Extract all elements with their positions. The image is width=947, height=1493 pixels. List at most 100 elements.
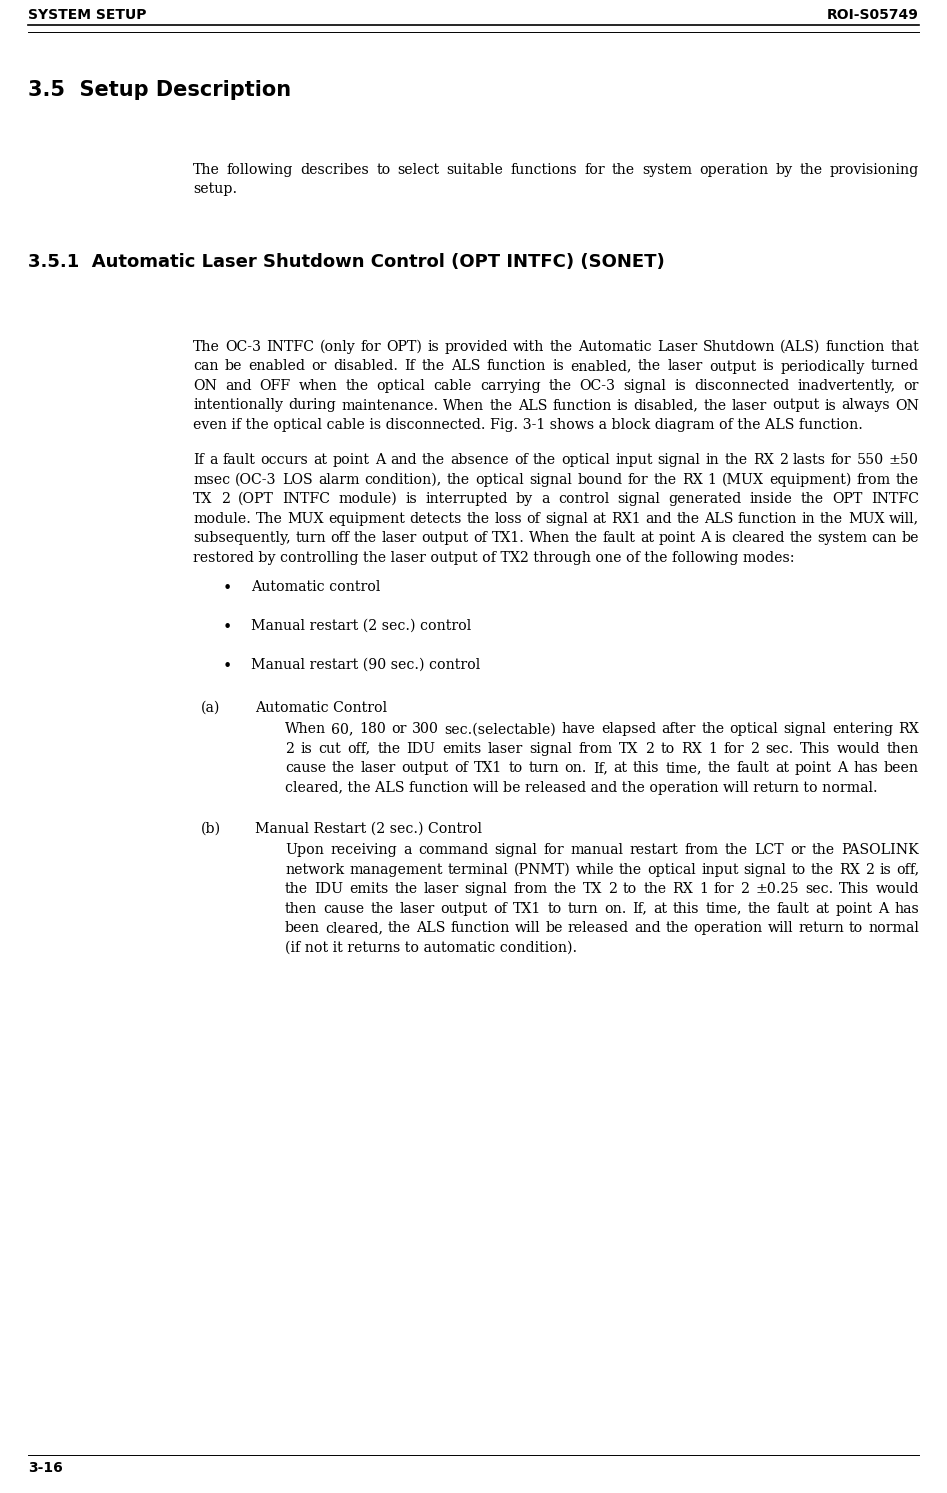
Text: ON: ON: [895, 399, 919, 412]
Text: cause: cause: [285, 761, 326, 775]
Text: A: A: [878, 902, 888, 915]
Text: •: •: [223, 620, 232, 636]
Text: for: for: [831, 452, 851, 467]
Text: point: point: [835, 902, 872, 915]
Text: elapsed: elapsed: [601, 723, 656, 736]
Text: optical: optical: [475, 473, 524, 487]
Text: module): module): [338, 493, 397, 506]
Text: of: of: [455, 761, 469, 775]
Text: 3.5.1  Automatic Laser Shutdown Control (OPT INTFC) (SONET): 3.5.1 Automatic Laser Shutdown Control (…: [28, 252, 665, 272]
Text: a: a: [542, 493, 549, 506]
Text: optical: optical: [562, 452, 610, 467]
Text: signal: signal: [657, 452, 701, 467]
Text: The: The: [193, 340, 220, 354]
Text: RX: RX: [681, 742, 702, 755]
Text: RX: RX: [839, 863, 860, 876]
Text: 2: 2: [645, 742, 653, 755]
Text: this: this: [672, 902, 699, 915]
Text: the: the: [331, 761, 355, 775]
Text: PASOLINK: PASOLINK: [841, 844, 919, 857]
Text: ±0.25: ±0.25: [756, 882, 799, 896]
Text: of: of: [514, 452, 527, 467]
Text: disabled.: disabled.: [333, 360, 399, 373]
Text: A: A: [700, 532, 710, 545]
Text: inadvertently,: inadvertently,: [797, 379, 896, 393]
Text: msec: msec: [193, 473, 230, 487]
Text: 2: 2: [750, 742, 759, 755]
Text: the: the: [676, 512, 700, 526]
Text: When: When: [443, 399, 484, 412]
Text: the: the: [643, 882, 667, 896]
Text: laser: laser: [382, 532, 417, 545]
Text: OPT: OPT: [832, 493, 863, 506]
Text: a: a: [209, 452, 218, 467]
Text: (a): (a): [201, 700, 221, 715]
Text: the: the: [554, 882, 577, 896]
Text: 1: 1: [699, 882, 708, 896]
Text: RX: RX: [753, 452, 774, 467]
Text: output: output: [421, 532, 469, 545]
Text: TX1: TX1: [513, 902, 542, 915]
Text: cable: cable: [434, 379, 472, 393]
Text: at: at: [652, 902, 667, 915]
Text: in: in: [802, 512, 815, 526]
Text: return: return: [798, 921, 844, 935]
Text: emits: emits: [349, 882, 388, 896]
Text: the: the: [666, 921, 688, 935]
Text: OPT): OPT): [386, 340, 422, 354]
Text: to: to: [623, 882, 637, 896]
Text: to: to: [849, 921, 863, 935]
Text: Manual restart (90 sec.) control: Manual restart (90 sec.) control: [251, 658, 480, 672]
Text: detects: detects: [409, 512, 462, 526]
Text: If: If: [193, 452, 204, 467]
Text: optical: optical: [729, 723, 778, 736]
Text: for: for: [628, 473, 649, 487]
Text: after: after: [661, 723, 696, 736]
Text: OC-3: OC-3: [225, 340, 261, 354]
Text: output: output: [402, 761, 449, 775]
Text: turn: turn: [567, 902, 599, 915]
Text: signal: signal: [529, 742, 572, 755]
Text: (b): (b): [201, 821, 222, 836]
Text: cleared: cleared: [731, 532, 785, 545]
Text: terminal: terminal: [448, 863, 509, 876]
Text: will: will: [515, 921, 541, 935]
Text: the: the: [421, 452, 445, 467]
Text: 3-16: 3-16: [28, 1462, 63, 1475]
Text: The: The: [193, 163, 220, 178]
Text: signal: signal: [545, 512, 588, 526]
Text: the: the: [812, 844, 835, 857]
Text: restart: restart: [630, 844, 678, 857]
Text: is: is: [405, 493, 417, 506]
Text: (PNMT): (PNMT): [513, 863, 570, 876]
Text: released: released: [568, 921, 629, 935]
Text: will: will: [768, 921, 794, 935]
Text: the: the: [550, 340, 573, 354]
Text: equipment): equipment): [769, 473, 851, 487]
Text: the: the: [490, 399, 512, 412]
Text: from: from: [579, 742, 613, 755]
Text: Automatic Control: Automatic Control: [255, 700, 387, 715]
Text: by: by: [776, 163, 793, 178]
Text: restored by controlling the laser output of TX2 through one of the following mod: restored by controlling the laser output…: [193, 551, 795, 564]
Text: from: from: [513, 882, 547, 896]
Text: INTFC: INTFC: [282, 493, 330, 506]
Text: while: while: [576, 863, 614, 876]
Text: has: has: [853, 761, 878, 775]
Text: IDU: IDU: [314, 882, 343, 896]
Text: (OC-3: (OC-3: [235, 473, 277, 487]
Text: at: at: [775, 761, 789, 775]
Text: the: the: [285, 882, 308, 896]
Text: been: been: [285, 921, 320, 935]
Text: at: at: [640, 532, 654, 545]
Text: select: select: [398, 163, 439, 178]
Text: fault: fault: [602, 532, 635, 545]
Text: RX1: RX1: [611, 512, 640, 526]
Text: the: the: [533, 452, 556, 467]
Text: to: to: [509, 761, 523, 775]
Text: intentionally: intentionally: [193, 399, 283, 412]
Text: When: When: [285, 723, 326, 736]
Text: in: in: [706, 452, 720, 467]
Text: the: the: [653, 473, 676, 487]
Text: 1: 1: [708, 742, 717, 755]
